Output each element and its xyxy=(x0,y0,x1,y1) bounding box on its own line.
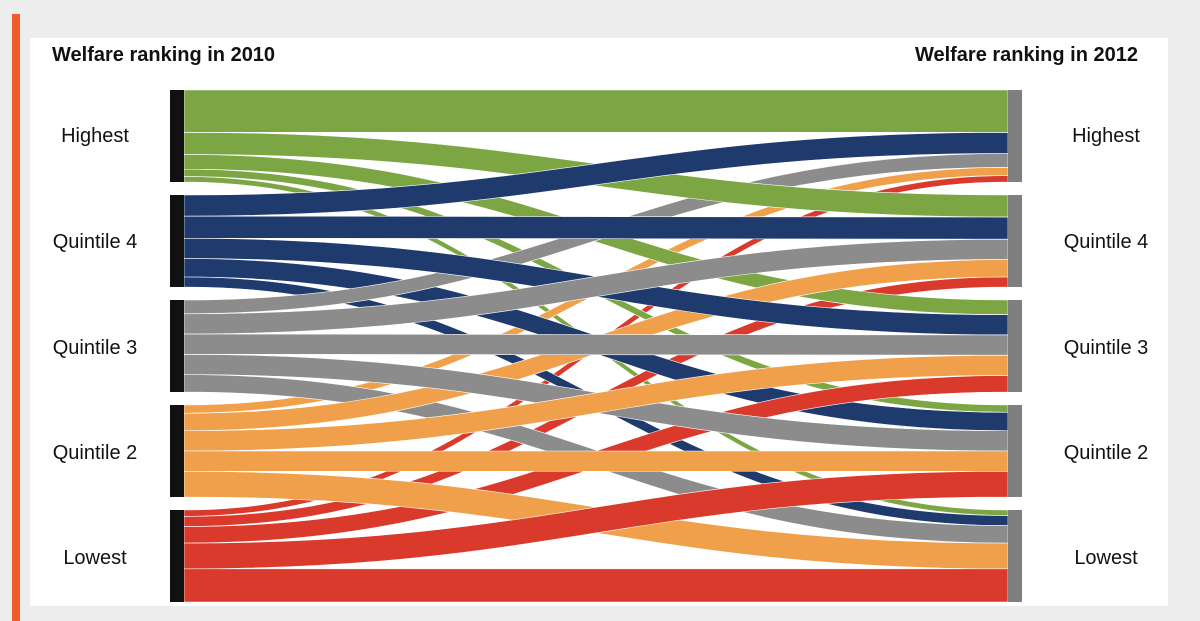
right-node-lowest xyxy=(1008,510,1022,602)
flow-quintile-2-to-quintile-2 xyxy=(183,450,1009,472)
left-node-quintile-2 xyxy=(170,405,184,497)
flow-quintile-3-to-quintile-3 xyxy=(183,333,1009,356)
left-label-quintile-2: Quintile 2 xyxy=(52,442,138,464)
left-node-quintile-3 xyxy=(170,300,184,392)
left-label-quintile-3: Quintile 3 xyxy=(52,337,138,359)
right-label-highest: Highest xyxy=(1072,125,1140,147)
left-node-quintile-4 xyxy=(170,195,184,287)
left-label-highest: Highest xyxy=(61,125,129,147)
right-label-lowest: Lowest xyxy=(1074,547,1138,569)
right-node-quintile-4 xyxy=(1008,195,1022,287)
left-node-highest xyxy=(170,90,184,182)
right-label-quintile-2: Quintile 2 xyxy=(1063,442,1149,464)
right-label-quintile-3: Quintile 3 xyxy=(1063,337,1149,359)
accent-bar xyxy=(12,14,20,621)
right-axis-title: Welfare ranking in 2012 xyxy=(914,44,1138,66)
flow-lowest-to-lowest xyxy=(183,568,1009,603)
left-label-quintile-4: Quintile 4 xyxy=(52,231,138,253)
right-node-highest xyxy=(1008,90,1022,182)
flow-highest-to-highest xyxy=(183,89,1009,133)
right-node-quintile-2 xyxy=(1008,405,1022,497)
left-node-lowest xyxy=(170,510,184,602)
right-label-quintile-4: Quintile 4 xyxy=(1063,231,1149,253)
flow-quintile-4-to-quintile-4 xyxy=(183,215,1009,240)
left-label-lowest: Lowest xyxy=(63,547,127,569)
left-axis-title: Welfare ranking in 2010 xyxy=(52,44,276,66)
right-node-quintile-3 xyxy=(1008,300,1022,392)
